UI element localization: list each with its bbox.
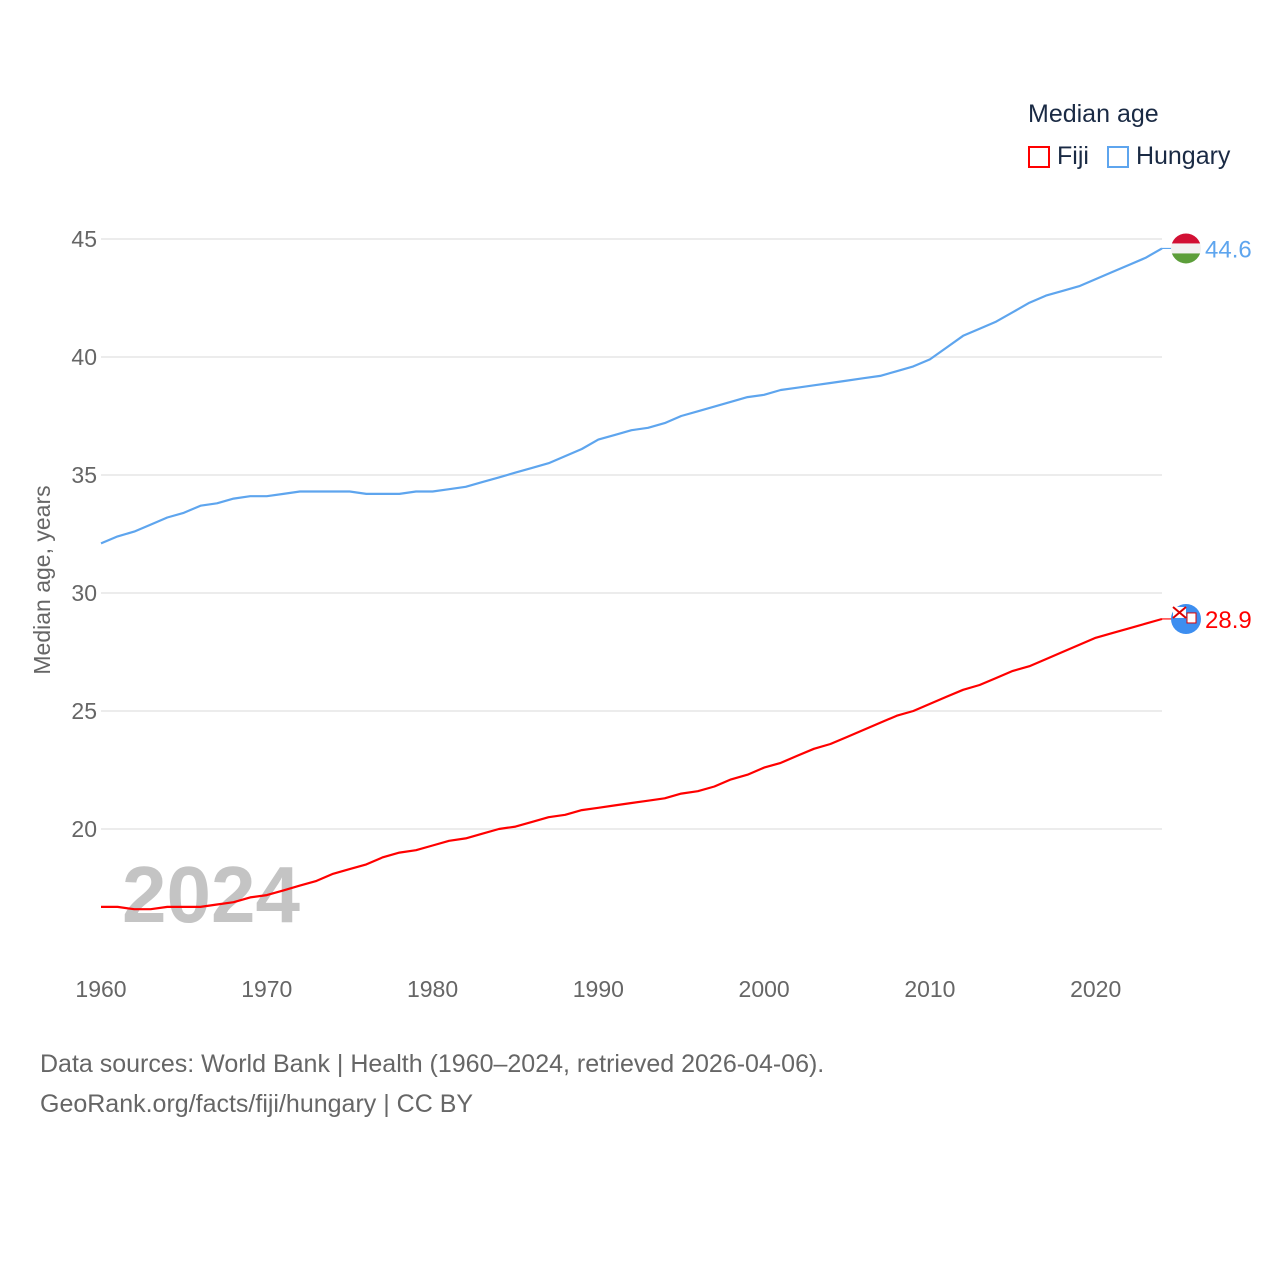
series-line-fiji <box>101 617 1163 911</box>
y-tick-label: 30 <box>71 580 97 606</box>
footer: Data sources: World Bank | Health (1960–… <box>40 1044 824 1124</box>
y-tick-label: 25 <box>71 698 97 724</box>
x-tick-label: 1990 <box>573 976 624 1002</box>
x-tick-label: 1980 <box>407 976 458 1002</box>
end-value-label-fiji: 28.9 <box>1205 607 1252 634</box>
y-tick-label: 45 <box>71 226 97 252</box>
legend-swatch-fiji <box>1028 145 1050 168</box>
y-axis-label: Median age, years <box>29 485 55 674</box>
legend-swatch-hungary <box>1106 145 1129 168</box>
y-tick-label: 35 <box>71 462 97 488</box>
legend-label-fiji: Fiji <box>1057 142 1089 170</box>
legend-item-fiji[interactable]: Fiji <box>1028 142 1089 171</box>
year-watermark: 2024 <box>122 850 300 939</box>
hungary-flag-icon <box>1171 233 1201 264</box>
legend-title: Median age <box>1028 100 1159 128</box>
x-tick-label: 1960 <box>75 976 126 1002</box>
legend: Fiji Hungary <box>1028 142 1248 171</box>
data-sources: Data sources: World Bank | Health (1960–… <box>40 1050 825 1078</box>
x-tick-label: 1970 <box>241 976 292 1002</box>
x-tick-label: 2020 <box>1070 976 1121 1002</box>
fiji-flag-cross <box>1172 606 1187 619</box>
y-tick-label: 20 <box>71 816 97 842</box>
fiji-flag-shield <box>1186 612 1197 624</box>
legend-item-hungary[interactable]: Hungary <box>1106 142 1231 171</box>
end-value-label-hungary: 44.6 <box>1205 236 1252 263</box>
y-tick-label: 40 <box>71 344 97 370</box>
source-link[interactable]: GeoRank.org/facts/fiji/hungary | CC BY <box>40 1090 474 1118</box>
x-tick-label: 2010 <box>904 976 955 1002</box>
legend-label-hungary: Hungary <box>1135 142 1231 170</box>
series-line-hungary <box>100 247 1163 545</box>
x-tick-label: 2000 <box>739 976 790 1002</box>
